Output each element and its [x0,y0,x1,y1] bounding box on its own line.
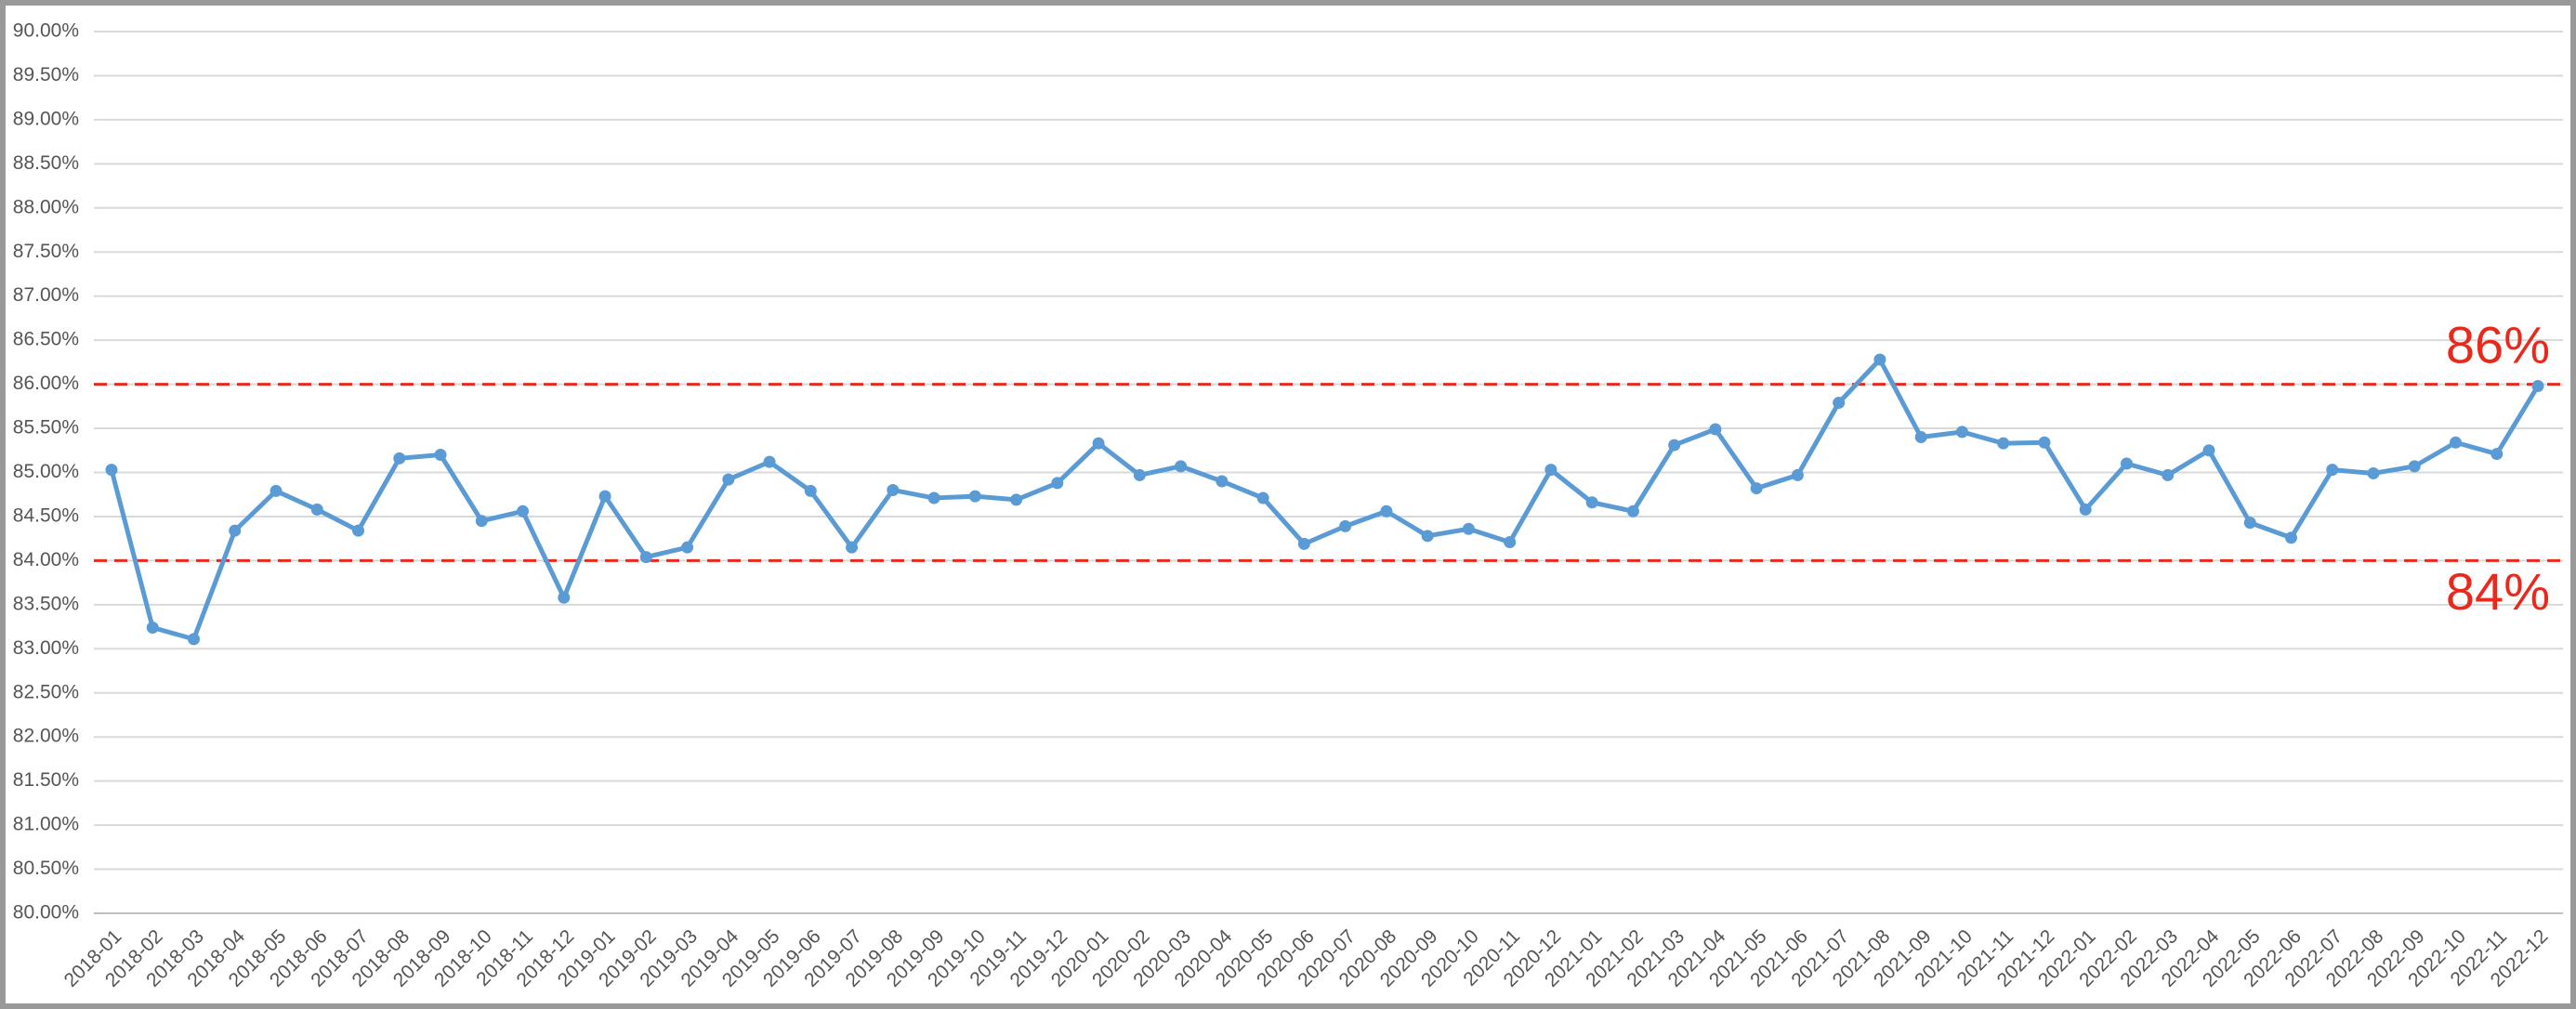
data-point [517,504,530,518]
data-point [434,449,447,462]
data-point [2491,448,2504,461]
data-point [1175,460,1188,473]
data-point [1504,535,1517,548]
data-point [763,455,776,468]
data-point [887,483,900,496]
data-point [2079,503,2092,516]
data-point [2449,436,2462,449]
reference-label: 84% [2446,562,2550,621]
data-point [393,452,406,465]
y-tick-label: 88.50% [13,152,79,174]
data-point [1216,475,1229,488]
data-point [1833,397,1846,410]
data-point [1339,519,1352,532]
data-point [1010,493,1023,506]
y-tick-label: 84.50% [13,504,79,526]
data-point [2243,517,2256,530]
data-point [598,490,611,503]
y-tick-label: 84.00% [13,549,79,570]
data-point [681,541,694,554]
y-tick-label: 89.50% [13,64,79,85]
y-tick-label: 81.00% [13,814,79,835]
data-point [846,541,859,554]
data-point [1256,491,1269,504]
data-point [1709,423,1722,436]
data-point [1380,504,1393,518]
y-tick-label: 85.00% [13,461,79,482]
data-point [927,491,940,504]
data-point [1791,468,1804,481]
data-point [2408,460,2421,473]
data-point [968,490,981,503]
data-point [1544,464,1557,477]
data-point [2326,464,2339,477]
data-point [2284,531,2297,544]
data-point [1585,496,1598,509]
data-point [1051,477,1064,490]
y-tick-label: 89.00% [13,108,79,129]
data-point [269,484,283,497]
data-point [1914,431,1927,444]
y-tick-label: 87.00% [13,284,79,306]
y-tick-label: 90.00% [13,20,79,42]
data-point [105,464,118,477]
y-tick-label: 83.50% [13,593,79,614]
data-point [1955,426,1968,439]
data-point [1297,537,1310,550]
data-point [804,484,817,497]
data-point [1462,522,1475,535]
data-point [1997,437,2010,450]
data-point [188,633,201,646]
data-point [1750,482,1763,495]
y-tick-label: 87.50% [13,241,79,262]
data-point [2038,436,2051,449]
y-tick-label: 85.50% [13,417,79,439]
y-tick-label: 83.00% [13,637,79,659]
data-point [2120,457,2133,470]
series-line [109,357,2541,642]
data-point [1421,530,1434,543]
data-point [558,591,571,604]
data-point [1873,353,1886,366]
data-point [146,622,159,635]
y-tick-label: 82.00% [13,726,79,747]
data-point [1092,437,1105,450]
data-point [2531,379,2544,392]
y-tick-label: 81.50% [13,769,79,791]
data-point [1668,439,1681,452]
data-point [2367,466,2380,479]
data-point [352,524,365,537]
reference-label: 86% [2446,315,2550,373]
y-tick-label: 86.00% [13,373,79,394]
data-point [2162,468,2175,481]
y-tick-label: 82.50% [13,681,79,702]
data-point [1133,468,1146,481]
data-point [1626,504,1639,518]
data-point [475,515,488,528]
data-point [2202,444,2215,457]
data-point [310,503,323,516]
data-point [229,524,242,537]
y-tick-label: 86.50% [13,329,79,350]
data-point [722,473,735,486]
y-tick-label: 80.00% [13,902,79,924]
y-tick-label: 80.50% [13,858,79,879]
y-tick-label: 88.00% [13,196,79,217]
data-point [639,551,652,564]
